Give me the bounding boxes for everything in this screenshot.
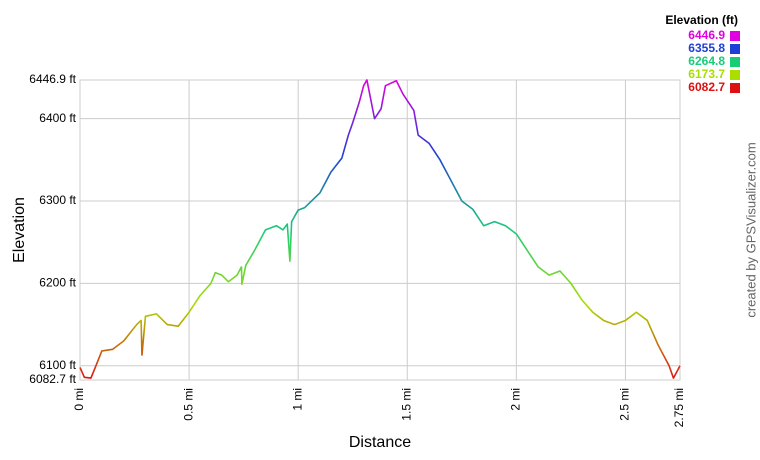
legend-entry: 6446.9 xyxy=(688,28,725,42)
legend-entry: 6264.8 xyxy=(688,54,725,68)
x-tick-label: 2.5 mi xyxy=(618,388,632,421)
x-tick-label: 1 mi xyxy=(290,388,304,411)
y-tick-label: 6100 ft xyxy=(39,358,76,372)
legend-title: Elevation (ft) xyxy=(665,13,738,27)
x-tick-label: 2.75 mi xyxy=(672,388,686,427)
legend-swatch xyxy=(730,57,740,67)
legend-swatch xyxy=(730,31,740,41)
legend-entry: 6082.7 xyxy=(688,80,725,94)
legend-entry: 6173.7 xyxy=(688,67,725,81)
x-tick-label: 0 mi xyxy=(72,388,86,411)
x-tick-label: 0.5 mi xyxy=(181,388,195,421)
plot-frame xyxy=(79,79,681,381)
legend-swatch xyxy=(730,83,740,93)
x-tick-label: 2 mi xyxy=(509,388,523,411)
legend-entry: 6355.8 xyxy=(688,41,725,55)
legend-swatch xyxy=(730,44,740,54)
legend-swatch xyxy=(730,70,740,80)
y-tick-label: 6200 ft xyxy=(39,276,76,290)
x-tick-label: 1.5 mi xyxy=(399,388,413,421)
y-axis-title: Elevation xyxy=(11,197,28,263)
y-tick-label: 6446.9 ft xyxy=(29,72,76,86)
elevation-line xyxy=(79,79,681,379)
y-tick-label: 6300 ft xyxy=(39,193,76,207)
y-tick-label: 6400 ft xyxy=(39,111,76,125)
x-axis-title: Distance xyxy=(349,434,411,451)
y-tick-label: 6082.7 ft xyxy=(29,372,76,386)
credit: created by GPSVisualizer.com xyxy=(743,142,758,317)
